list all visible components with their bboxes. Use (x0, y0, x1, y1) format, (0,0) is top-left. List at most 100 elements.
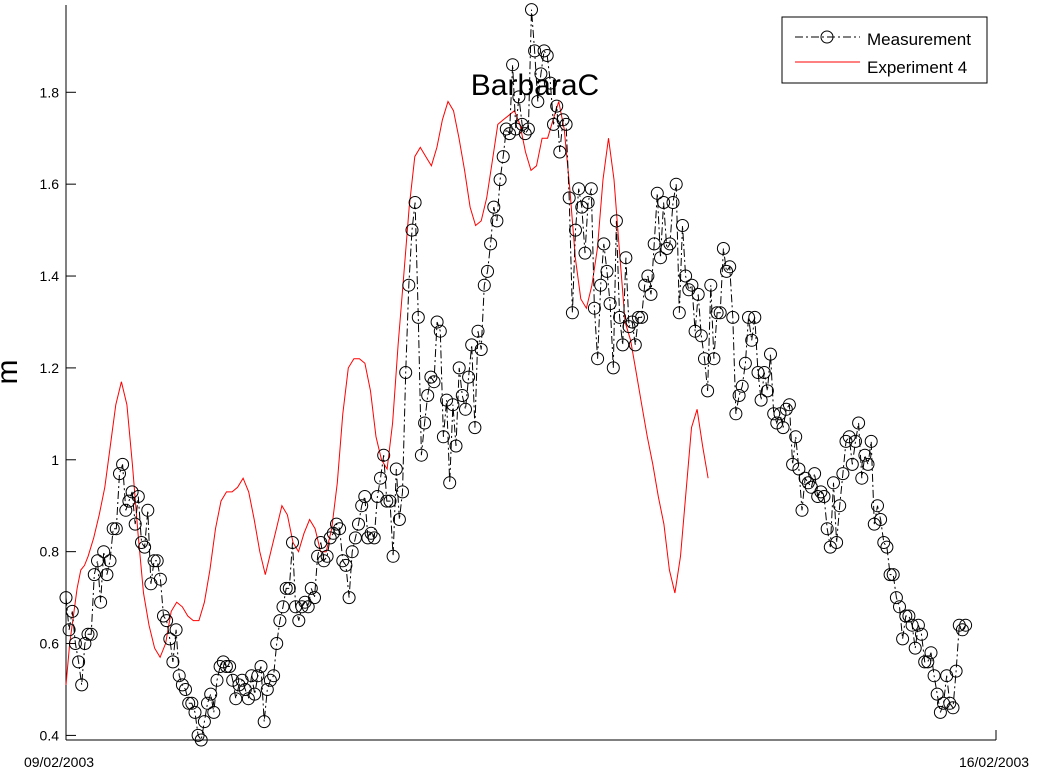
measurement-point (924, 646, 938, 660)
measurement-point (301, 600, 315, 614)
measurement-point (160, 614, 174, 628)
measurement-point (219, 660, 233, 673)
x-ticks: 09/02/2003 16/02/2003 (24, 754, 1029, 769)
measurement-point (65, 604, 79, 618)
measurement-point (553, 145, 567, 159)
measurement-point (669, 177, 683, 191)
measurement-point (849, 434, 862, 448)
chart-title: BarbaraC (471, 69, 599, 102)
measurement-point (723, 260, 737, 274)
measurement-point (361, 531, 375, 545)
y-tick-label: 1.4 (40, 268, 60, 284)
measurement-point (157, 609, 170, 623)
measurement-point (81, 627, 95, 641)
measurement-point (559, 117, 573, 131)
measurement-point (414, 448, 428, 462)
measurement-point (830, 536, 844, 549)
measurement-point (512, 90, 526, 104)
measurement-point (402, 278, 416, 292)
measurement-point (691, 287, 705, 301)
measurement-point (666, 196, 680, 209)
measurement-point (153, 572, 167, 586)
measurement-point (330, 517, 343, 531)
measurement-point (430, 315, 444, 329)
measurement-point (150, 554, 164, 568)
measurement-point (569, 223, 582, 237)
measurement-point (452, 361, 466, 375)
measurement-point (518, 127, 532, 141)
measurement-point (496, 150, 510, 164)
measurement-point (811, 490, 825, 503)
measurement-point (597, 237, 611, 251)
measurement-point (877, 536, 891, 549)
measurement-point (471, 324, 485, 338)
measurement-point (169, 623, 183, 637)
measurement-point (531, 95, 545, 108)
measurement-point (638, 278, 652, 292)
measurement-point (701, 384, 715, 398)
measurement-point (565, 306, 579, 320)
legend-box (781, 16, 988, 84)
measurement-point (113, 467, 126, 481)
measurement-point (106, 522, 120, 536)
measurement-point (396, 485, 409, 499)
measurement-point (100, 568, 114, 582)
measurement-point (767, 407, 781, 421)
legend-measurement-label: Measurement (867, 30, 971, 49)
measurement-point (323, 531, 337, 545)
x-tick-label-start: 09/02/2003 (24, 754, 94, 769)
measurement-point (94, 595, 108, 609)
measurement-point (308, 591, 321, 605)
measurement-point (748, 310, 762, 324)
measurement-point (172, 669, 186, 683)
measurement-point (606, 361, 620, 375)
measurement-point (389, 462, 403, 476)
measurement-point (694, 329, 708, 343)
measurement-point (663, 237, 677, 251)
measurement-point (609, 214, 623, 228)
measurement-point (201, 696, 214, 710)
measurement-point (493, 173, 507, 187)
measurement-point (333, 522, 347, 536)
measurement-point (377, 448, 391, 462)
measurement-point (534, 67, 548, 81)
measurement-point (119, 503, 133, 517)
measurement-point (754, 393, 768, 407)
measurement-point (861, 457, 875, 471)
y-ticks: 0.4 0.6 0.8 1 1.2 1.4 1.6 1.8 (40, 84, 76, 743)
measurement-point (543, 76, 557, 90)
measurement-point (628, 338, 642, 352)
y-tick-label: 0.6 (40, 636, 60, 652)
measurement-point (864, 434, 878, 448)
measurement-point (918, 655, 932, 669)
measurement-point (855, 471, 869, 485)
measurement-point (499, 122, 513, 136)
measurement-point (399, 366, 413, 379)
measurement-point (540, 49, 554, 62)
measurement-point (352, 517, 365, 531)
measurement-point (304, 581, 318, 595)
measurement-point (584, 182, 598, 196)
measurement-point (883, 568, 897, 582)
measurement-point (616, 338, 630, 352)
measurement-point (742, 310, 755, 324)
measurement-point (836, 467, 850, 481)
y-tick-label: 0.4 (40, 727, 60, 743)
measurement-point (685, 278, 699, 292)
measurement-point (899, 609, 913, 623)
measurement-point (808, 467, 822, 481)
measurement-point (726, 310, 740, 324)
measurement-point (729, 407, 743, 421)
measurement-point (874, 513, 888, 526)
measurement-point (408, 196, 422, 209)
measurement-point (128, 517, 142, 531)
measurement-point (380, 494, 394, 508)
measurement-point (619, 251, 633, 265)
measurement-point (660, 242, 674, 255)
measurement-point (886, 568, 900, 582)
legend-experiment-label: Experiment 4 (867, 58, 967, 77)
measurement-point (392, 513, 406, 526)
measurement-point (930, 687, 944, 701)
y-axis-label: m (0, 360, 24, 385)
measurement-point (716, 242, 730, 255)
